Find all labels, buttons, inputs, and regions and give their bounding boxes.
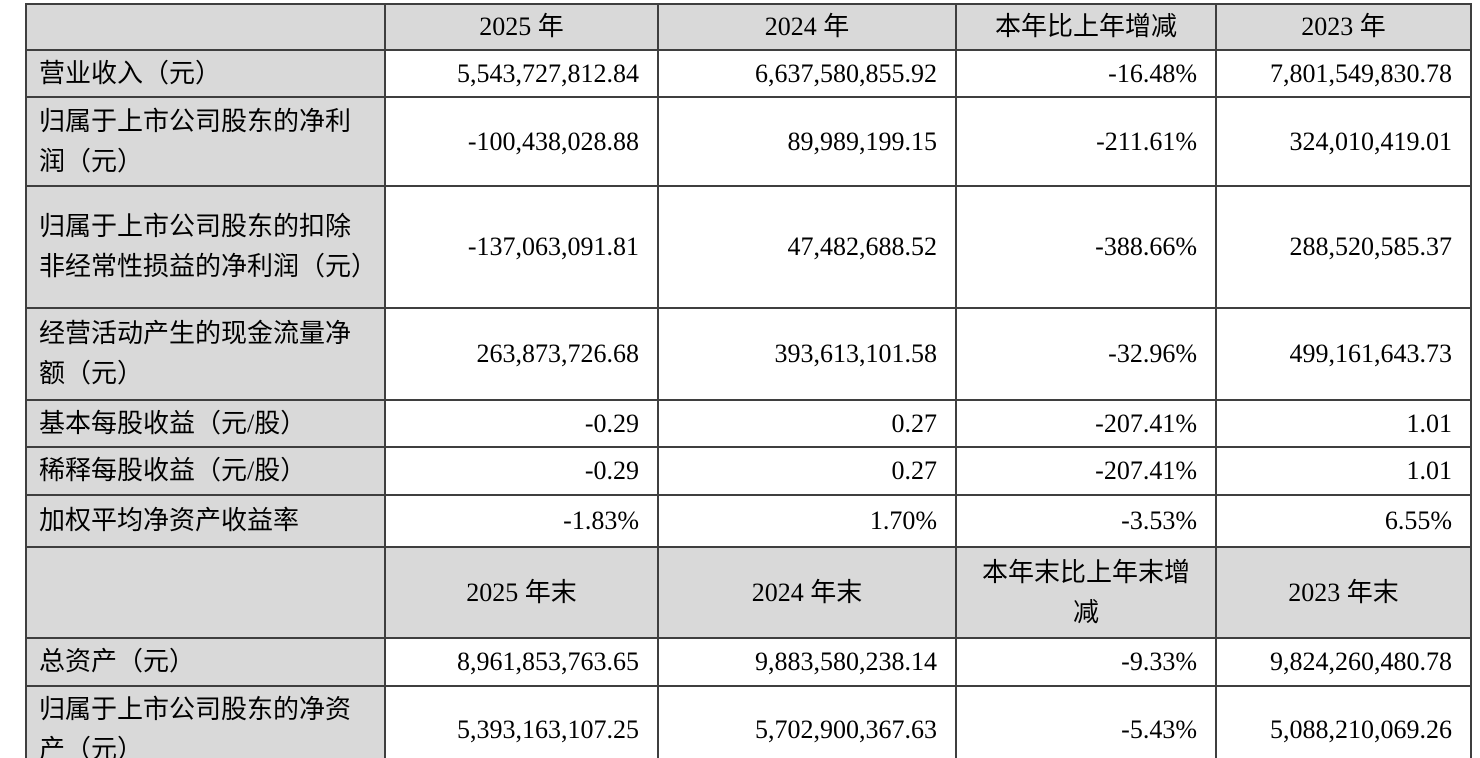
table-row-operating-cash-flow: 经营活动产生的现金流量净额（元） 263,873,726.68 393,613,… <box>25 307 1472 401</box>
cell-2023-value: 499,161,643.73 <box>1215 307 1472 401</box>
cell-2025-value: 263,873,726.68 <box>384 307 659 401</box>
header-empty-cell <box>25 546 386 639</box>
cell-2024-value: 0.27 <box>657 446 957 496</box>
annual-period-header-row: 2025 年 2024 年 本年比上年增减 2023 年 <box>25 3 1472 51</box>
table-row-net-profit-excl-nonrecurring: 归属于上市公司股东的扣除非经常性损益的净利润（元） -137,063,091.8… <box>25 185 1472 309</box>
cell-2025-value: 8,961,853,763.65 <box>384 637 659 687</box>
row-label: 营业收入（元） <box>25 49 386 98</box>
row-label: 基本每股收益（元/股） <box>25 399 386 448</box>
row-label: 经营活动产生的现金流量净额（元） <box>25 307 386 401</box>
row-label: 稀释每股收益（元/股） <box>25 446 386 496</box>
header-2025-end: 2025 年末 <box>384 546 659 639</box>
cell-change-value: -3.53% <box>955 494 1217 548</box>
cell-2025-value: -0.29 <box>384 446 659 496</box>
cell-2025-value: -100,438,028.88 <box>384 96 659 187</box>
header-2024-end: 2024 年末 <box>657 546 957 639</box>
header-empty-cell <box>25 3 386 51</box>
cell-2024-value: 9,883,580,238.14 <box>657 637 957 687</box>
table-row-operating-revenue: 营业收入（元） 5,543,727,812.84 6,637,580,855.9… <box>25 49 1472 98</box>
cell-2024-value: 89,989,199.15 <box>657 96 957 187</box>
cell-2023-value: 5,088,210,069.26 <box>1215 685 1472 758</box>
cell-2024-value: 6,637,580,855.92 <box>657 49 957 98</box>
end-of-period-header-row: 2025 年末 2024 年末 本年末比上年末增减 2023 年末 <box>25 546 1472 639</box>
header-2023: 2023 年 <box>1215 3 1472 51</box>
cell-change-value: -388.66% <box>955 185 1217 309</box>
cell-change-value: -207.41% <box>955 446 1217 496</box>
cell-change-value: -9.33% <box>955 637 1217 687</box>
cell-2024-value: 1.70% <box>657 494 957 548</box>
header-2025: 2025 年 <box>384 3 659 51</box>
row-label: 归属于上市公司股东的净利润（元） <box>25 96 386 187</box>
cell-change-value: -207.41% <box>955 399 1217 448</box>
cell-2023-value: 288,520,585.37 <box>1215 185 1472 309</box>
cell-2023-value: 324,010,419.01 <box>1215 96 1472 187</box>
row-label: 归属于上市公司股东的净资产（元） <box>25 685 386 758</box>
cell-change-value: -211.61% <box>955 96 1217 187</box>
cell-change-value: -16.48% <box>955 49 1217 98</box>
cell-2023-value: 1.01 <box>1215 446 1472 496</box>
table-row-net-assets-attributable: 归属于上市公司股东的净资产（元） 5,393,163,107.25 5,702,… <box>25 685 1472 758</box>
row-label: 总资产（元） <box>25 637 386 687</box>
cell-2024-value: 393,613,101.58 <box>657 307 957 401</box>
row-label: 归属于上市公司股东的扣除非经常性损益的净利润（元） <box>25 185 386 309</box>
header-2023-end: 2023 年末 <box>1215 546 1472 639</box>
table-row-basic-eps: 基本每股收益（元/股） -0.29 0.27 -207.41% 1.01 <box>25 399 1472 448</box>
cell-2025-value: -137,063,091.81 <box>384 185 659 309</box>
header-end-change: 本年末比上年末增减 <box>955 546 1217 639</box>
financial-summary-table: 2025 年 2024 年 本年比上年增减 2023 年 营业收入（元） 5,5… <box>25 3 1472 758</box>
cell-2023-value: 6.55% <box>1215 494 1472 548</box>
cell-change-value: -5.43% <box>955 685 1217 758</box>
cell-2025-value: 5,393,163,107.25 <box>384 685 659 758</box>
header-2024: 2024 年 <box>657 3 957 51</box>
cell-2023-value: 7,801,549,830.78 <box>1215 49 1472 98</box>
cell-2023-value: 9,824,260,480.78 <box>1215 637 1472 687</box>
cell-change-value: -32.96% <box>955 307 1217 401</box>
cell-2024-value: 47,482,688.52 <box>657 185 957 309</box>
table-row-net-profit-attributable: 归属于上市公司股东的净利润（元） -100,438,028.88 89,989,… <box>25 96 1472 187</box>
cell-2023-value: 1.01 <box>1215 399 1472 448</box>
header-yoy-change: 本年比上年增减 <box>955 3 1217 51</box>
table-row-diluted-eps: 稀释每股收益（元/股） -0.29 0.27 -207.41% 1.01 <box>25 446 1472 496</box>
table-row-weighted-avg-roe: 加权平均净资产收益率 -1.83% 1.70% -3.53% 6.55% <box>25 494 1472 548</box>
row-label: 加权平均净资产收益率 <box>25 494 386 548</box>
cell-2025-value: -1.83% <box>384 494 659 548</box>
cell-2024-value: 5,702,900,367.63 <box>657 685 957 758</box>
table-row-total-assets: 总资产（元） 8,961,853,763.65 9,883,580,238.14… <box>25 637 1472 687</box>
cell-2024-value: 0.27 <box>657 399 957 448</box>
cell-2025-value: -0.29 <box>384 399 659 448</box>
cell-2025-value: 5,543,727,812.84 <box>384 49 659 98</box>
